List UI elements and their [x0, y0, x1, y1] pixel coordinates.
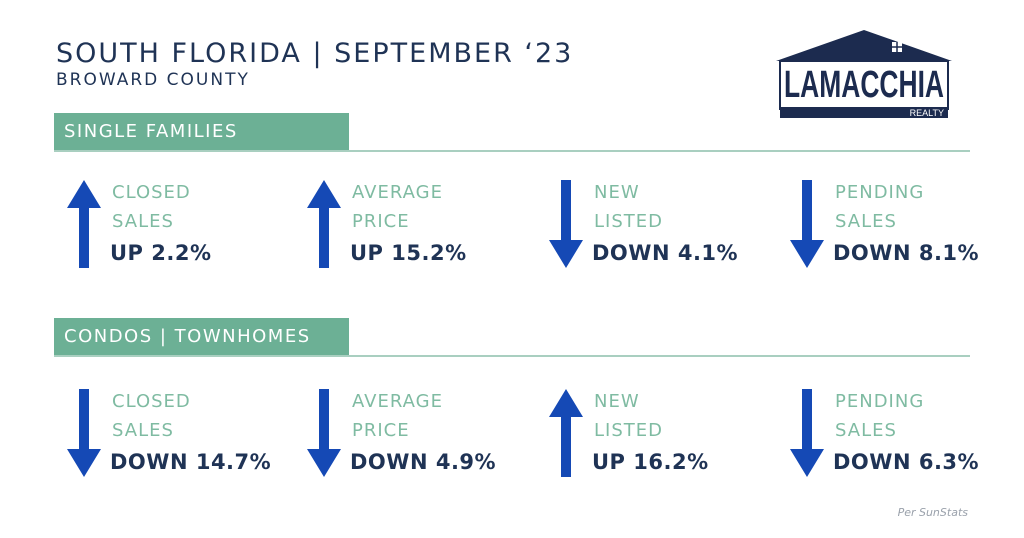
stat-label-line1: CLOSED [112, 182, 191, 203]
section-title: SINGLE FAMILIES [64, 121, 238, 142]
page-subtitle: BROWARD COUNTY [56, 70, 250, 90]
stat-label-line1: AVERAGE [352, 391, 443, 412]
stat-label-line1: PENDING [835, 391, 925, 412]
stat-sf-pending-sales: PENDING SALES DOWN 8.1% [787, 178, 1017, 278]
stat-value: UP 15.2% [350, 241, 467, 265]
stat-label-line2: SALES [835, 211, 897, 232]
down-arrow-icon [546, 178, 586, 268]
stat-sf-closed-sales: CLOSED SALES UP 2.2% [64, 178, 294, 278]
stat-value: UP 2.2% [110, 241, 212, 265]
stat-value: UP 16.2% [592, 450, 709, 474]
svg-text:LAMACCHIA: LAMACCHIA [784, 64, 944, 106]
stat-value: DOWN 14.7% [110, 450, 272, 474]
stat-ct-closed-sales: CLOSED SALES DOWN 14.7% [64, 387, 294, 487]
section-divider [54, 355, 970, 357]
company-logo: LAMACCHIA REALTY [774, 28, 954, 118]
stat-label-line2: SALES [112, 211, 174, 232]
stat-sf-new-listed: NEW LISTED DOWN 4.1% [546, 178, 776, 278]
down-arrow-icon [787, 178, 827, 268]
page-title: SOUTH FLORIDA | SEPTEMBER ‘23 [56, 38, 574, 69]
stat-ct-pending-sales: PENDING SALES DOWN 6.3% [787, 387, 1017, 487]
stat-label-line2: PRICE [352, 420, 410, 441]
stat-value: DOWN 6.3% [833, 450, 980, 474]
section-divider [54, 150, 970, 152]
down-arrow-icon [304, 387, 344, 477]
up-arrow-icon [64, 178, 104, 268]
stat-ct-average-price: AVERAGE PRICE DOWN 4.9% [304, 387, 534, 487]
source-note: Per SunStats [897, 506, 968, 519]
stat-sf-average-price: AVERAGE PRICE UP 15.2% [304, 178, 534, 278]
stat-label-line2: LISTED [594, 211, 663, 232]
stat-label-line1: NEW [594, 182, 640, 203]
up-arrow-icon [546, 387, 586, 477]
section-header-single-families: SINGLE FAMILIES [54, 113, 349, 151]
stat-label-line2: SALES [835, 420, 897, 441]
section-title: CONDOS | TOWNHOMES [64, 326, 311, 347]
stat-label-line1: CLOSED [112, 391, 191, 412]
up-arrow-icon [304, 178, 344, 268]
stat-ct-new-listed: NEW LISTED UP 16.2% [546, 387, 776, 487]
down-arrow-icon [787, 387, 827, 477]
stat-label-line2: PRICE [352, 211, 410, 232]
stat-label-line1: PENDING [835, 182, 925, 203]
stat-label-line2: SALES [112, 420, 174, 441]
stat-label-line2: LISTED [594, 420, 663, 441]
stat-label-line1: NEW [594, 391, 640, 412]
stat-label-line1: AVERAGE [352, 182, 443, 203]
svg-text:REALTY: REALTY [910, 108, 944, 118]
section-header-condos-townhomes: CONDOS | TOWNHOMES [54, 318, 349, 356]
stat-value: DOWN 4.1% [592, 241, 739, 265]
down-arrow-icon [64, 387, 104, 477]
stat-value: DOWN 8.1% [833, 241, 980, 265]
stat-value: DOWN 4.9% [350, 450, 497, 474]
